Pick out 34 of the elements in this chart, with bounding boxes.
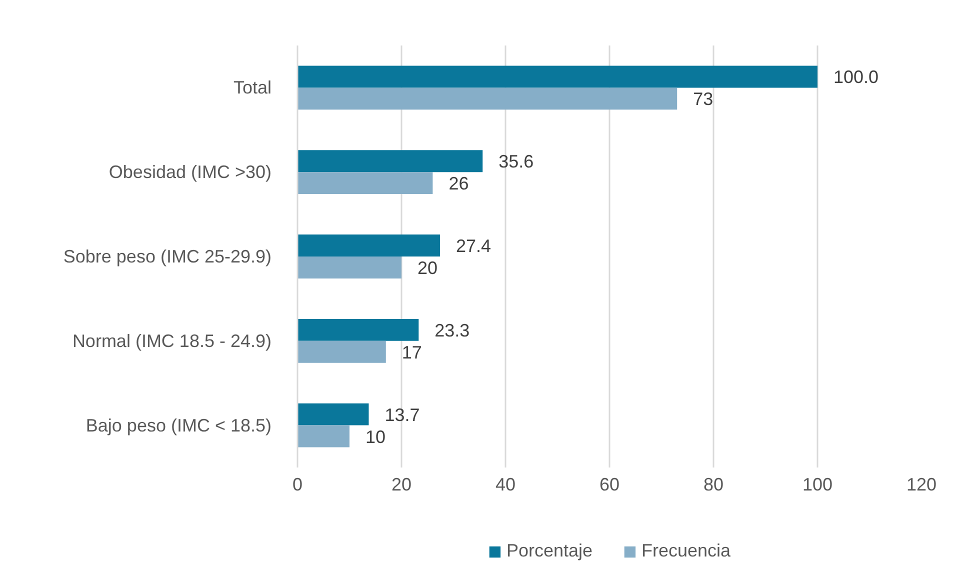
bar [298,318,419,341]
x-tick-label: 120 [906,474,937,494]
data-label: 27.4 [456,236,492,256]
y-tick-label: Obesidad (IMC >30) [108,162,272,182]
y-tick-label: Sobre peso (IMC 25-29.9) [63,246,272,266]
data-label: 13.7 [384,404,420,425]
data-label: 100.0 [834,67,879,88]
bar [298,66,818,88]
data-label: 26 [448,174,469,194]
y-tick-label: Normal (IMC 18.5 - 24.9) [72,330,272,351]
bar [298,88,678,110]
data-label: 17 [402,342,422,362]
bar [298,256,402,278]
x-tick-label: 60 [599,474,620,494]
legend-label: Porcentaje [506,540,593,562]
data-label: 10 [366,426,386,447]
x-tick-label: 0 [292,474,303,494]
data-label: 20 [418,258,438,278]
y-tick-label: Bajo peso (IMC < 18.5) [86,415,272,436]
bar [298,172,433,194]
x-tick-label: 100 [802,474,833,494]
x-tick-label: 20 [391,474,412,494]
data-label: 23.3 [434,320,470,340]
data-label: 35.6 [498,152,534,172]
bar [298,403,369,426]
data-label: 73 [693,89,714,110]
x-tick-label: 80 [703,474,724,494]
bar [298,425,350,448]
legend-label: Frecuencia [642,540,731,562]
bar [298,340,386,363]
bar [298,234,440,256]
y-tick-label: Total [233,78,272,98]
x-tick-label: 40 [495,474,516,494]
bar [298,150,483,172]
